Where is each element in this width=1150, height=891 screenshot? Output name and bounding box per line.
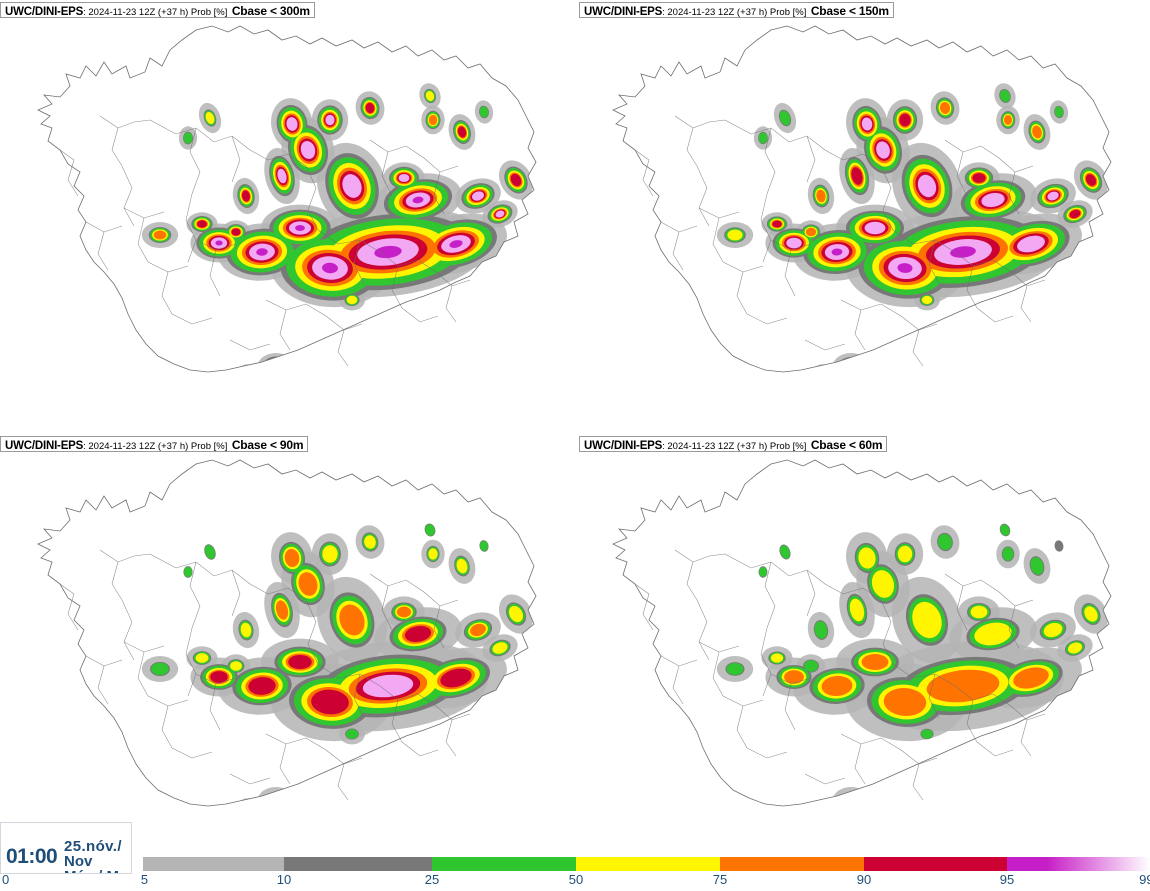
model-label: UWC/DINI-EPS <box>584 6 663 18</box>
run-meta-label: : 2024-11-23 12Z (+37 h) Prob [%] <box>83 441 228 452</box>
colorbar-segment-5 <box>864 857 1007 871</box>
map-panel-cbase-150m[interactable]: UWC/DINI-EPS: 2024-11-23 12Z (+37 h) Pro… <box>575 0 1150 434</box>
colorbar-segment-3 <box>576 857 720 871</box>
colorbar-gradient <box>143 857 1150 871</box>
parameter-label: Cbase < 300m <box>231 4 310 18</box>
parameter-label: Cbase < 90m <box>231 438 304 452</box>
map-panel-cbase-300m[interactable]: UWC/DINI-EPS: 2024-11-23 12Z (+37 h) Pro… <box>0 0 575 434</box>
panel-header: UWC/DINI-EPS: 2024-11-23 12Z (+37 h) Pro… <box>0 2 315 18</box>
run-meta-label: : 2024-11-23 12Z (+37 h) Prob [%] <box>662 441 807 452</box>
colorbar-segment-4 <box>720 857 864 871</box>
map-canvas[interactable] <box>0 0 575 434</box>
colorbar: 5 10 25 50 75 90 95 99 <box>140 857 1150 891</box>
map-canvas[interactable] <box>575 434 1150 868</box>
panel-header: UWC/DINI-EPS: 2024-11-23 12Z (+37 h) Pro… <box>579 436 888 452</box>
map-canvas[interactable] <box>0 434 575 868</box>
colorbar-segment-6 <box>1007 857 1150 871</box>
map-canvas[interactable] <box>575 0 1150 434</box>
colorbar-tick-25: 25 <box>424 872 440 887</box>
parameter-label: Cbase < 60m <box>810 438 883 452</box>
colorbar-tick-10: 10 <box>276 872 292 887</box>
valid-weekday-label: Mán / Mon <box>64 869 131 873</box>
colorbar-tick-75: 75 <box>712 872 728 887</box>
run-meta-label: : 2024-11-23 12Z (+37 h) Prob [%] <box>662 7 807 18</box>
colorbar-segment-2 <box>432 857 576 871</box>
colorbar-tick-90: 90 <box>856 872 872 887</box>
panel-header: UWC/DINI-EPS: 2024-11-23 12Z (+37 h) Pro… <box>0 436 309 452</box>
map-panel-cbase-90m[interactable]: UWC/DINI-EPS: 2024-11-23 12Z (+37 h) Pro… <box>0 434 575 868</box>
valid-month-label: Nov <box>64 853 93 870</box>
colorbar-tick-50: 50 <box>568 872 584 887</box>
colorbar-zero-label: 0 <box>2 872 10 887</box>
panel-header: UWC/DINI-EPS: 2024-11-23 12Z (+37 h) Pro… <box>579 2 894 18</box>
colorbar-segment-0 <box>143 857 284 871</box>
colorbar-tick-5: 5 <box>140 872 149 887</box>
colorbar-tick-95: 95 <box>999 872 1015 887</box>
model-label: UWC/DINI-EPS <box>584 440 663 452</box>
valid-time-clock: 01:00 <box>6 845 58 868</box>
model-label: UWC/DINI-EPS <box>5 440 84 452</box>
model-label: UWC/DINI-EPS <box>5 6 84 18</box>
valid-date-label: 25.nóv./ <box>64 838 122 855</box>
map-panel-cbase-60m[interactable]: UWC/DINI-EPS: 2024-11-23 12Z (+37 h) Pro… <box>575 434 1150 868</box>
colorbar-segment-1 <box>283 857 432 871</box>
colorbar-tick-99: 99 <box>1139 872 1150 887</box>
parameter-label: Cbase < 150m <box>810 4 889 18</box>
valid-time-widget: 01:00 25.nóv./ Nov Mán / Mon <box>0 822 132 874</box>
run-meta-label: : 2024-11-23 12Z (+37 h) Prob [%] <box>83 7 228 18</box>
